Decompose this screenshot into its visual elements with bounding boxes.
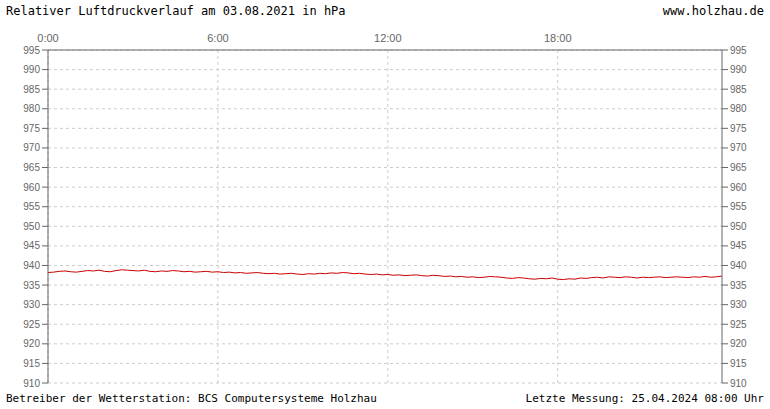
svg-text:975: 975 (23, 123, 40, 134)
svg-text:985: 985 (23, 84, 40, 95)
svg-text:920: 920 (730, 338, 747, 349)
svg-text:935: 935 (23, 280, 40, 291)
svg-text:6:00: 6:00 (207, 32, 228, 44)
svg-text:990: 990 (23, 64, 40, 75)
svg-text:930: 930 (730, 299, 747, 310)
svg-text:950: 950 (23, 221, 40, 232)
svg-text:915: 915 (730, 358, 747, 369)
svg-text:980: 980 (23, 103, 40, 114)
svg-text:955: 955 (730, 201, 747, 212)
svg-text:925: 925 (730, 319, 747, 330)
svg-text:935: 935 (730, 280, 747, 291)
svg-text:985: 985 (730, 84, 747, 95)
svg-text:975: 975 (730, 123, 747, 134)
html-text:www.holzhau.de: www.holzhau.de (662, 4, 764, 18)
svg-text:955: 955 (23, 201, 40, 212)
svg-text:0:00: 0:00 (37, 32, 58, 44)
svg-text:995: 995 (730, 45, 747, 56)
html-text:Betreiber der Wetterstation: B: Betreiber der Wetterstation: BCS Compute… (6, 391, 377, 405)
svg-text:920: 920 (23, 338, 40, 349)
svg-text:960: 960 (23, 182, 40, 193)
svg-text:970: 970 (730, 142, 747, 153)
svg-text:980: 980 (730, 103, 747, 114)
svg-text:12:00: 12:00 (374, 32, 402, 44)
svg-text:940: 940 (730, 260, 747, 271)
svg-text:960: 960 (730, 182, 747, 193)
svg-text:990: 990 (730, 64, 747, 75)
svg-text:915: 915 (23, 358, 40, 369)
svg-text:970: 970 (23, 142, 40, 153)
svg-text:945: 945 (730, 240, 747, 251)
svg-text:925: 925 (23, 319, 40, 330)
svg-text:965: 965 (730, 162, 747, 173)
svg-text:995: 995 (23, 45, 40, 56)
svg-text:930: 930 (23, 299, 40, 310)
html-text:Relativer Luftdruckverlauf am: Relativer Luftdruckverlauf am 03.08.2021… (6, 4, 346, 18)
svg-text:940: 940 (23, 260, 40, 271)
svg-text:945: 945 (23, 240, 40, 251)
html-text:Letzte Messung: 25.04.2024 08:: Letzte Messung: 25.04.2024 08:00 Uhr (525, 391, 764, 405)
svg-text:18:00: 18:00 (544, 32, 572, 44)
svg-text:965: 965 (23, 162, 40, 173)
svg-text:910: 910 (23, 378, 40, 387)
svg-text:950: 950 (730, 221, 747, 232)
svg-text:910: 910 (730, 378, 747, 387)
